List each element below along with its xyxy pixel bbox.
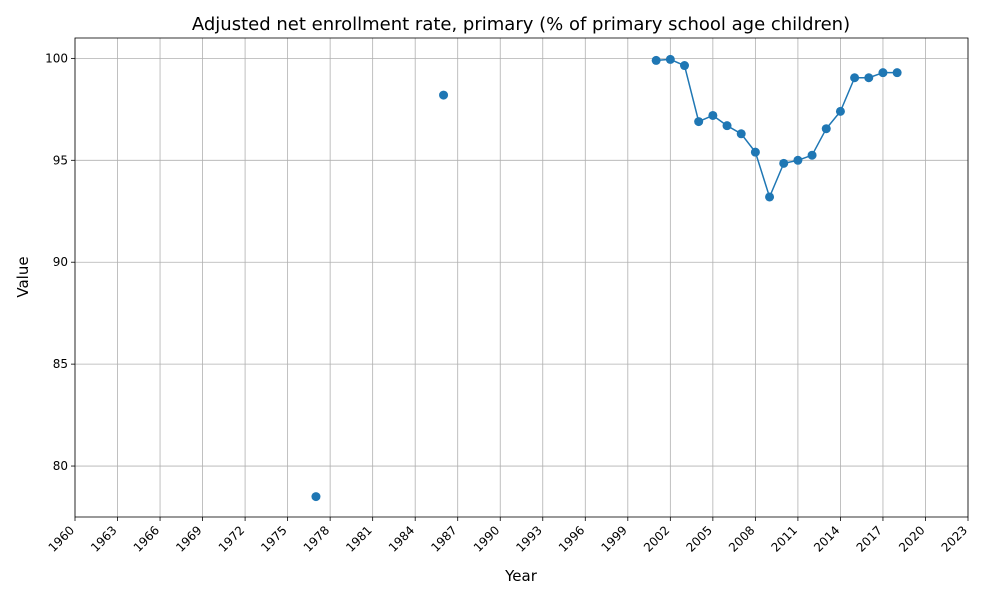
x-tick-label: 1987 [428,523,459,554]
x-tick-label: 1981 [343,523,374,554]
plot-frame [74,37,969,518]
x-tick-label: 1999 [598,523,629,554]
y-tick-label: 95 [53,153,68,167]
series-line-segment [768,162,785,198]
x-tick-label: 2002 [641,523,672,554]
data-point [864,73,874,83]
axis-ticks: 1960 1963 1966 1969 1972 1975 1978 1981 1984 1987… [45,51,970,554]
y-axis-label: Value [14,256,32,297]
data-point [835,106,845,116]
grid [74,38,969,517]
data-point [694,117,704,127]
x-tick-label: 1963 [88,523,119,554]
data-point [892,68,902,78]
x-axis-label: Year [504,567,538,585]
series-line-segment [683,64,700,123]
data-point [878,68,888,78]
x-tick-label: 1996 [556,523,587,554]
x-tick-label: 1969 [173,523,204,554]
x-tick-label: 1960 [46,523,77,554]
y-tick-label: 85 [53,357,68,371]
y-tick-label: 80 [53,459,68,473]
data-point [665,54,675,64]
data-point [793,155,803,165]
x-tick-label: 2005 [683,523,714,554]
x-tick-label: 1975 [258,523,289,554]
series-line-segment [754,151,771,198]
chart-title: Adjusted net enrollment rate, primary (%… [192,14,850,35]
series-line-segment [811,127,828,156]
data-point [779,158,789,168]
data-point [722,121,732,131]
data-point [311,492,321,502]
series-layer [311,54,902,502]
x-tick-label: 2017 [854,523,885,554]
data-point [821,124,831,134]
x-tick-label: 2020 [896,523,927,554]
data-point [439,90,449,100]
x-tick-label: 2008 [726,523,757,554]
y-tick-label: 90 [53,255,68,269]
data-point [736,129,746,139]
data-point [680,61,690,71]
data-point [765,192,775,202]
y-tick-label: 100 [45,51,68,65]
data-point [651,55,661,65]
data-point [807,150,817,160]
x-tick-label: 2014 [811,523,842,554]
x-tick-label: 2011 [769,523,800,554]
x-tick-label: 1984 [386,523,417,554]
x-tick-label: 1993 [513,523,544,554]
data-point [750,147,760,157]
data-point [708,110,718,120]
x-tick-label: 1990 [471,523,502,554]
x-tick-label: 2023 [939,523,970,554]
x-tick-label: 1966 [131,523,162,554]
series-line-segment [839,76,856,113]
x-tick-label: 1978 [301,523,332,554]
x-tick-label: 1972 [216,523,247,554]
data-point [850,73,860,83]
